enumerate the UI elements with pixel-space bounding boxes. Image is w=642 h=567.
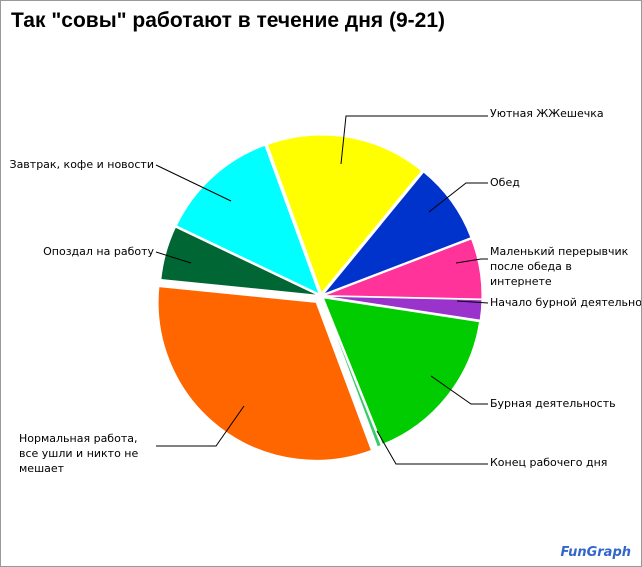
slice-label: Начало бурной деятельности (490, 296, 642, 309)
slice-label: Нормальная работа, все ушли и никто не м… (19, 432, 139, 475)
pie-slice (266, 134, 423, 295)
leader-line (428, 182, 488, 213)
pie-slice (323, 238, 483, 300)
pie-slice (321, 298, 382, 448)
leader-line (376, 430, 488, 465)
leader-line (155, 164, 232, 202)
pie-slice (175, 144, 320, 295)
slice-label: Опоздал на работу (43, 245, 154, 258)
slice-label: Обед (490, 176, 520, 189)
leader-line (156, 405, 245, 447)
pie-slice (321, 171, 472, 296)
slice-label: Завтрак, кофе и новости (9, 158, 154, 171)
leader-line (155, 251, 192, 264)
slice-label: Маленький перерывчик после обеда в интер… (490, 245, 629, 288)
leader-line (340, 115, 488, 165)
pie-slice (322, 297, 481, 446)
slice-label: Конец рабочего дня (490, 456, 608, 469)
pie-slice (157, 286, 373, 461)
slice-label: Уютная ЖЖешечка (490, 107, 604, 120)
pie-slice (323, 295, 483, 321)
pie-slice (160, 226, 319, 296)
chart-title: Так "совы" работают в течение дня (9-21) (11, 9, 445, 32)
slice-label: Бурная деятельность (490, 397, 616, 410)
watermark: FunGraph (560, 545, 631, 560)
leader-line (455, 258, 488, 264)
leader-line (456, 300, 489, 304)
leader-line (430, 375, 488, 405)
